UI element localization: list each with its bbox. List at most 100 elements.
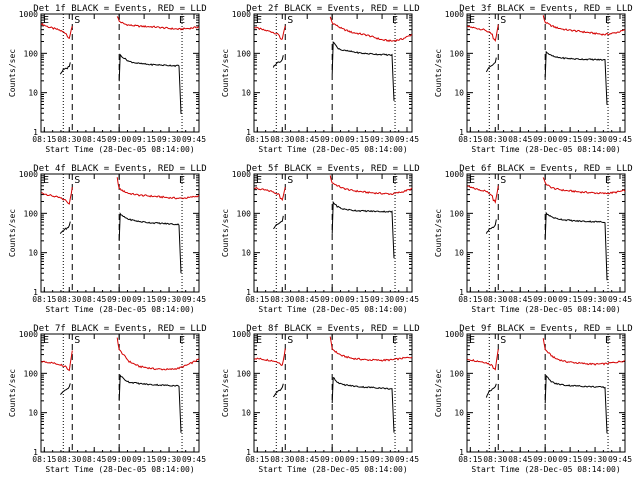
events-series-line [544,374,608,434]
y-tick-label: 10 [454,409,464,418]
y-tick-label: 100 [450,369,465,378]
x-tick-label: 09:15 [132,455,156,464]
y-tick-label: 1 [246,448,251,457]
events-series-line [331,200,395,259]
events-series-line [59,383,71,395]
lld-series-line [542,177,626,195]
x-tick-label: 09:15 [132,135,156,144]
lld-series-line [254,186,286,202]
x-tick-label: 09:30 [583,455,607,464]
events-series-line [272,55,284,68]
y-axis-label: Counts/sec [434,369,443,417]
y-tick-label: 100 [237,49,252,58]
x-tick-label: 09:15 [132,295,156,304]
events-series-line [485,383,497,398]
annotation-e-left: E [256,15,262,26]
x-tick-label: 09:15 [345,135,369,144]
panel-title: Det 1f BLACK = Events, RED = LLD [33,4,206,14]
y-tick-label: 10 [28,409,38,418]
y-axis-label: Counts/sec [8,369,17,417]
x-tick-label: 08:45 [82,135,106,144]
annotation-s: S [287,335,293,346]
x-axis-label: Start Time (28-Dec-05 08:14:00) [45,465,194,474]
y-tick-label: 10 [454,89,464,98]
x-tick-label: 08:45 [508,295,532,304]
plot-frame [253,333,413,453]
lld-series-line [467,349,499,371]
annotation-s: S [500,175,506,186]
x-axis-label: Start Time (28-Dec-05 08:14:00) [45,305,194,314]
annotation-e-right: E [179,175,185,186]
plot-frame [40,333,200,453]
x-tick-label: 08:45 [82,455,106,464]
y-tick-label: 1 [246,128,251,137]
y-tick-label: 10 [241,409,251,418]
x-tick-label: 08:15 [458,135,482,144]
y-tick-label: 1000 [19,170,38,179]
annotation-s: S [74,335,80,346]
y-tick-label: 100 [237,209,252,218]
panel-title: Det 5f BLACK = Events, RED = LLD [246,164,419,174]
lld-series-line [329,16,413,43]
panel-det-9: Det 9f BLACK = Events, RED = LLD 08:15 08:… [434,324,633,474]
x-tick-label: 09:30 [370,455,394,464]
annotation-e-left: E [43,335,49,346]
x-axis-label: Start Time (28-Dec-05 08:14:00) [471,305,620,314]
plot-frame [40,173,200,293]
x-tick-label: 09:45 [608,135,632,144]
annotation-e-right: E [392,175,398,186]
y-axis-label: Counts/sec [221,209,230,257]
x-tick-label: 08:15 [458,295,482,304]
y-tick-label: 100 [24,369,39,378]
annotation-s: S [287,175,293,186]
panel-title: Det 2f BLACK = Events, RED = LLD [246,4,419,14]
annotation-e-left: E [256,175,262,186]
y-tick-label: 1 [33,128,38,137]
y-tick-label: 100 [24,209,39,218]
x-tick-label: 09:15 [558,295,582,304]
panel-title: Det 4f BLACK = Events, RED = LLD [33,164,206,174]
plot-frame [466,173,626,293]
events-series-line [118,212,182,274]
events-series-line [544,211,608,281]
y-axis-label: Counts/sec [221,369,230,417]
y-tick-label: 100 [237,369,252,378]
x-tick-label: 09:00 [320,455,344,464]
panel-title: Det 3f BLACK = Events, RED = LLD [459,4,632,14]
x-tick-label: 08:45 [295,135,319,144]
annotation-e-right: E [392,15,398,26]
x-tick-label: 09:15 [345,455,369,464]
plot-frame [466,13,626,133]
annotation-e-right: E [392,335,398,346]
annotation-e-left: E [43,15,49,26]
lld-series-line [41,350,73,372]
x-tick-label: 08:30 [270,295,294,304]
x-tick-label: 09:45 [608,295,632,304]
y-tick-label: 1000 [445,330,464,339]
annotation-e-left: E [469,15,475,26]
x-tick-label: 09:45 [608,455,632,464]
x-tick-label: 09:15 [558,455,582,464]
y-tick-label: 1000 [232,330,251,339]
x-tick-label: 08:15 [32,135,56,144]
panel-title: Det 9f BLACK = Events, RED = LLD [459,324,632,334]
y-axis-label: Counts/sec [434,49,443,97]
lld-series-line [329,175,413,196]
x-tick-label: 09:00 [107,135,131,144]
x-axis-label: Start Time (28-Dec-05 08:14:00) [45,145,194,154]
x-tick-label: 08:15 [245,455,269,464]
panel-title: Det 8f BLACK = Events, RED = LLD [246,324,419,334]
x-tick-label: 08:45 [508,135,532,144]
x-tick-label: 08:45 [295,295,319,304]
events-series-line [118,374,182,433]
events-series-line [272,383,284,398]
events-series-line [273,215,284,230]
x-tick-label: 08:30 [483,455,507,464]
lld-series-line [41,187,73,205]
x-tick-label: 08:15 [458,455,482,464]
x-tick-label: 09:45 [182,135,206,144]
